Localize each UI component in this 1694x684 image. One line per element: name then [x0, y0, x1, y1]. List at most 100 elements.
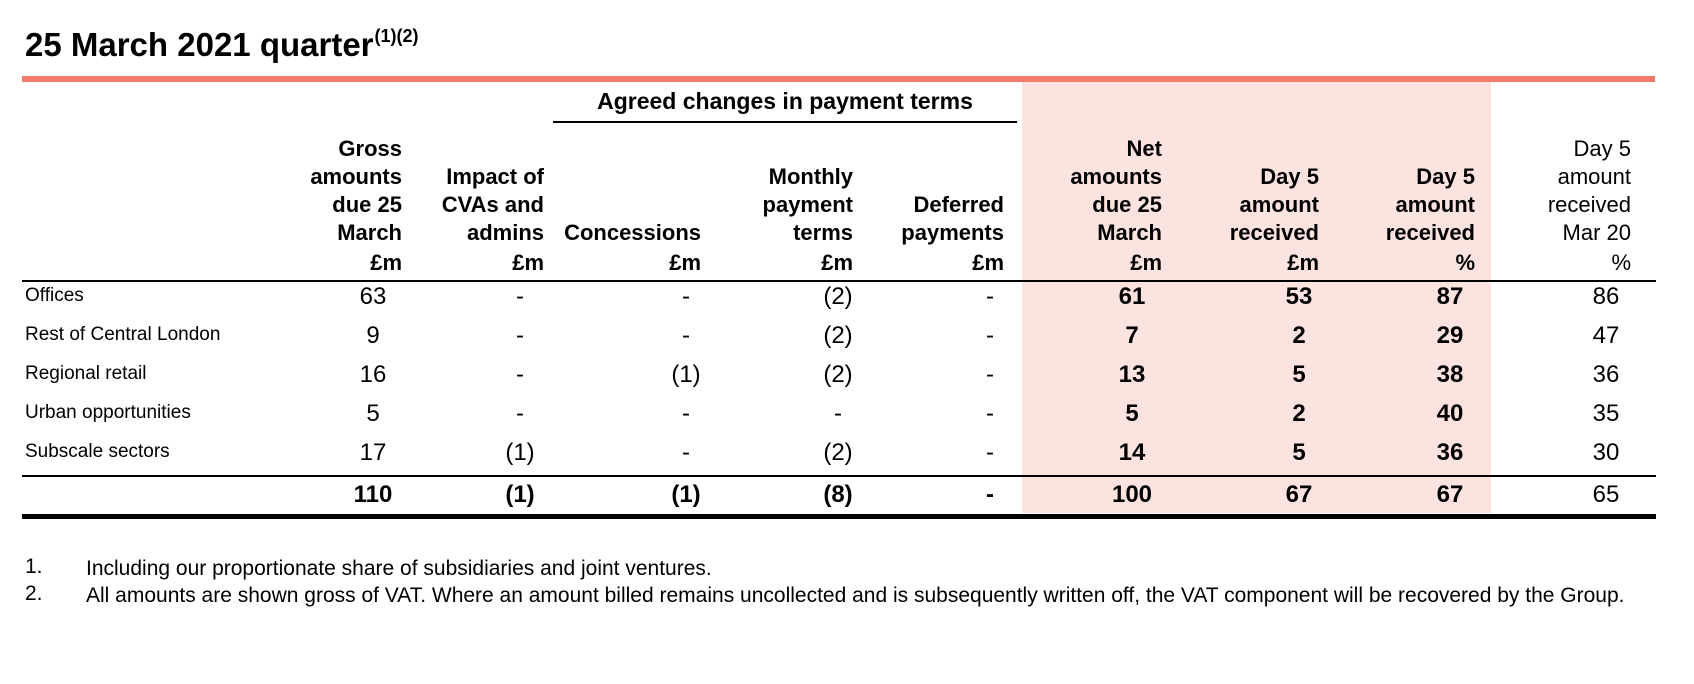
- column-unit: £m: [370, 250, 402, 275]
- column-header: Concessions £m: [564, 219, 701, 277]
- column-header-line: Day 5: [1416, 164, 1475, 189]
- table-cell: 67: [1436, 481, 1464, 508]
- table-cell: (2): [823, 361, 853, 388]
- column-header-line: amounts: [310, 164, 402, 189]
- column-header-line: Impact of: [446, 164, 544, 189]
- row-label: Subscale sectors: [25, 441, 170, 462]
- table-cell: 5: [366, 400, 380, 427]
- row-label: Urban opportunities: [25, 402, 191, 423]
- table-cell: 47: [1592, 322, 1620, 349]
- column-header-line: March: [1097, 220, 1162, 245]
- table-cell: (2): [823, 439, 853, 466]
- column-header: Monthly payment terms £m: [763, 163, 853, 277]
- column-header-line: terms: [793, 220, 853, 245]
- table-cell: -: [986, 322, 994, 349]
- column-header-line: Mar 20: [1562, 220, 1631, 245]
- row-label: Regional retail: [25, 363, 147, 384]
- column-header: Impact of CVAs and admins £m: [442, 163, 544, 277]
- table-cell: -: [834, 400, 842, 427]
- column-header-line: March: [337, 220, 402, 245]
- table-cell: 5: [1292, 361, 1306, 388]
- table-cell: 30: [1592, 439, 1620, 466]
- table-cell: 7: [1125, 322, 1139, 349]
- table-cell: -: [682, 439, 690, 466]
- column-header-line: received: [1385, 220, 1475, 245]
- table-cell: 110: [353, 481, 393, 508]
- table-cell: 9: [366, 322, 380, 349]
- title-accent-rule: [22, 76, 1655, 82]
- table-cell: (1): [671, 481, 701, 508]
- column-unit: %: [1455, 250, 1475, 275]
- column-header-line: received: [1229, 220, 1319, 245]
- column-header: Deferred payments £m: [901, 191, 1004, 277]
- table-cell: 16: [359, 361, 387, 388]
- table-cell: -: [516, 322, 524, 349]
- table-cell: 53: [1285, 283, 1313, 310]
- table-cell: (2): [823, 322, 853, 349]
- table-cell: -: [986, 361, 994, 388]
- table-cell: 67: [1285, 481, 1313, 508]
- table-cell: -: [682, 322, 690, 349]
- table-cell: 63: [359, 283, 387, 310]
- table-cell: 2: [1292, 400, 1306, 427]
- column-unit: £m: [821, 250, 853, 275]
- total-rule: [22, 475, 1656, 477]
- table-cell: -: [986, 400, 994, 427]
- header-rule: [22, 280, 1656, 282]
- column-unit: £m: [669, 250, 701, 275]
- table-cell: 87: [1436, 283, 1464, 310]
- table-cell: -: [682, 283, 690, 310]
- column-header-line: payment: [762, 192, 853, 217]
- column-header: Day 5 amount received%: [1386, 163, 1475, 277]
- column-header: Day 5 amount received £m: [1230, 163, 1319, 277]
- table-cell: 100: [1111, 481, 1153, 508]
- table-cell: 40: [1436, 400, 1464, 427]
- table-cell: 2: [1292, 322, 1306, 349]
- table-cell: 36: [1592, 361, 1620, 388]
- table-cell: -: [986, 439, 994, 466]
- table-cell: -: [682, 400, 690, 427]
- table-cell: (2): [823, 283, 853, 310]
- column-header-line: CVAs and: [441, 192, 544, 217]
- table-cell: (1): [505, 481, 535, 508]
- table-cell: -: [986, 283, 994, 310]
- row-label: Rest of Central London: [25, 324, 221, 345]
- table-cell: 29: [1436, 322, 1464, 349]
- page-title: 25 March 2021 quarter(1)(2): [25, 26, 419, 64]
- column-header-line: Day 5: [1573, 136, 1631, 161]
- column-header-line: amount: [1557, 164, 1631, 189]
- column-header-line: Monthly: [768, 164, 853, 189]
- column-header-line: amount: [1395, 192, 1475, 217]
- footnote-text: Including our proportionate share of sub…: [86, 557, 712, 580]
- table-cell: -: [986, 481, 994, 508]
- footnote-number: 1.: [25, 555, 43, 578]
- highlighted-columns-background: [1022, 82, 1491, 513]
- column-header: Gross amounts due 25 March £m: [310, 135, 402, 277]
- column-unit: £m: [972, 250, 1004, 275]
- table-cell: 38: [1436, 361, 1464, 388]
- column-header-line: amounts: [1070, 164, 1162, 189]
- column-header-line: due 25: [1092, 192, 1162, 217]
- table-cell: 65: [1592, 481, 1620, 508]
- table-cell: 5: [1125, 400, 1139, 427]
- column-header-line: payments: [901, 220, 1004, 245]
- footnote-text: All amounts are shown gross of VAT. Wher…: [86, 584, 1625, 607]
- table-cell: 35: [1592, 400, 1620, 427]
- column-unit: £m: [1130, 250, 1162, 275]
- row-label: Offices: [25, 285, 84, 306]
- table-cell: (1): [505, 439, 535, 466]
- column-header-line: Day 5: [1260, 164, 1319, 189]
- table-cell: -: [516, 361, 524, 388]
- table-cell: -: [516, 283, 524, 310]
- column-unit: £m: [1287, 250, 1319, 275]
- column-header-line: amount: [1239, 192, 1319, 217]
- footnote-number: 2.: [25, 582, 43, 605]
- column-header: Day 5 amount received Mar 20%: [1548, 135, 1631, 277]
- column-unit: £m: [512, 250, 544, 275]
- column-header-line: received: [1547, 192, 1631, 217]
- column-header-line: Concessions: [564, 220, 701, 245]
- table-cell: 5: [1292, 439, 1306, 466]
- table-cell: 36: [1436, 439, 1464, 466]
- column-header: Net amounts due 25 March £m: [1070, 135, 1162, 277]
- column-header-line: Net: [1126, 136, 1162, 161]
